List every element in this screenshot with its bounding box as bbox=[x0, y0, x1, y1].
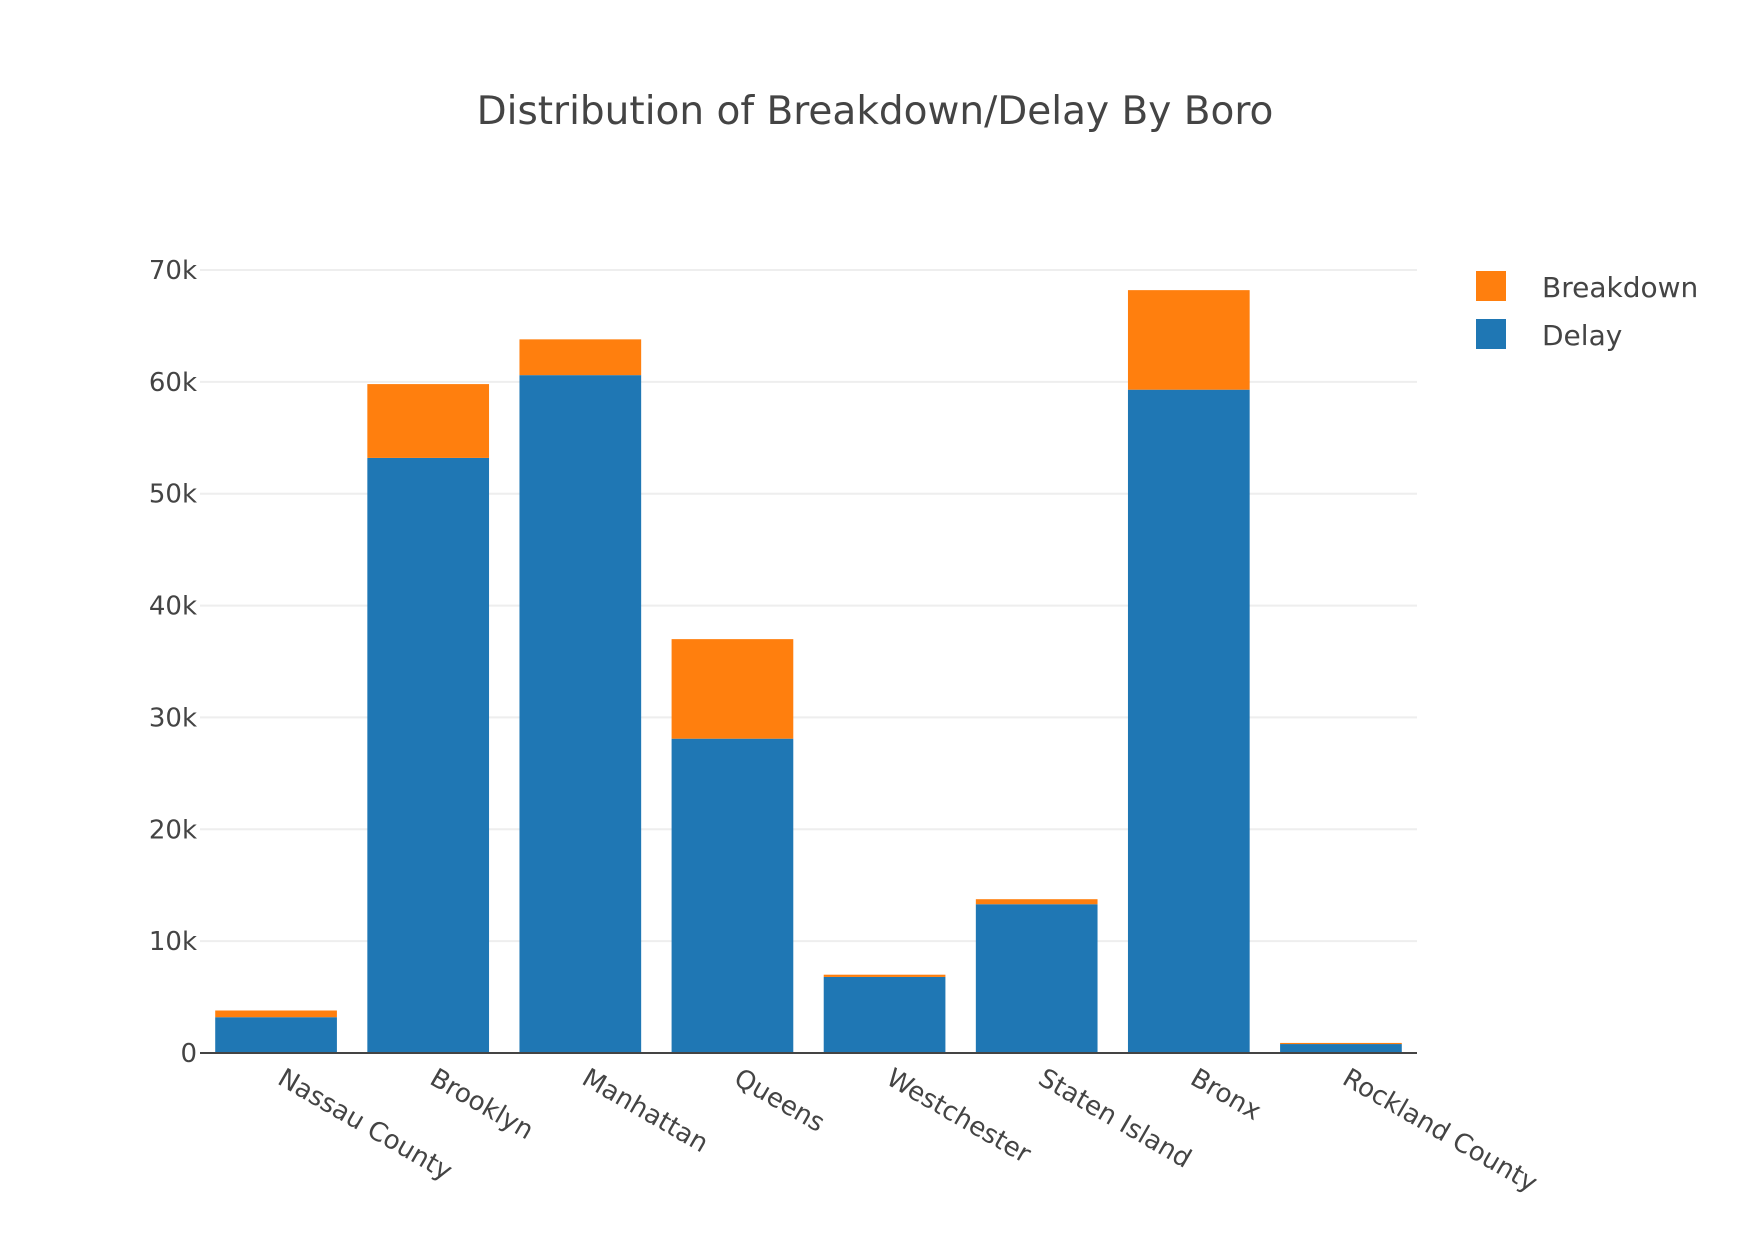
legend-item-breakdown[interactable]: Breakdown bbox=[1476, 271, 1698, 304]
bar-breakdown-5[interactable] bbox=[975, 899, 1098, 905]
x-tick-label: Brooklyn bbox=[425, 1063, 539, 1146]
bar-delay-4[interactable] bbox=[823, 976, 946, 1053]
bar-delay-3[interactable] bbox=[671, 738, 794, 1053]
y-tick-labels: 0 10k 20k 30k 40k 50k 60k 70k bbox=[149, 256, 197, 1069]
legend-swatch bbox=[1476, 271, 1506, 301]
legend[interactable]: Breakdown Delay bbox=[1476, 271, 1698, 352]
x-tick-label: Staten Island bbox=[1033, 1063, 1196, 1174]
chart-title: Distribution of Breakdown/Delay By Boro bbox=[477, 89, 1274, 134]
bar-delay-2[interactable] bbox=[519, 375, 642, 1053]
y-tick-label: 50k bbox=[149, 480, 197, 510]
bars bbox=[215, 290, 1402, 1053]
y-tick-label: 0 bbox=[180, 1039, 197, 1069]
y-tick-label: 40k bbox=[149, 592, 197, 622]
bar-breakdown-0[interactable] bbox=[215, 1010, 337, 1018]
y-tick-label: 10k bbox=[149, 927, 197, 957]
bar-delay-6[interactable] bbox=[1127, 389, 1250, 1053]
x-tick-label: Westchester bbox=[881, 1063, 1036, 1170]
y-tick-label: 30k bbox=[149, 703, 197, 733]
legend-label: Breakdown bbox=[1542, 271, 1698, 304]
x-tick-label: Rockland County bbox=[1337, 1063, 1542, 1199]
x-tick-label: Bronx bbox=[1185, 1063, 1266, 1127]
bar-breakdown-6[interactable] bbox=[1127, 290, 1250, 390]
bar-breakdown-4[interactable] bbox=[823, 974, 946, 977]
bar-breakdown-2[interactable] bbox=[519, 339, 642, 376]
bar-delay-7[interactable] bbox=[1280, 1044, 1402, 1053]
y-tick-label: 70k bbox=[149, 256, 197, 286]
bar-breakdown-7[interactable] bbox=[1280, 1042, 1402, 1045]
bar-breakdown-1[interactable] bbox=[367, 384, 490, 458]
bar-delay-0[interactable] bbox=[215, 1017, 337, 1053]
y-tick-label: 20k bbox=[149, 815, 197, 845]
x-tick-label: Queens bbox=[729, 1063, 830, 1138]
x-tick-label: Manhattan bbox=[577, 1063, 713, 1159]
bar-delay-1[interactable] bbox=[367, 457, 490, 1053]
y-tick-label: 60k bbox=[149, 368, 197, 398]
legend-item-delay[interactable]: Delay bbox=[1476, 319, 1622, 352]
legend-swatch bbox=[1476, 319, 1506, 349]
bar-delay-5[interactable] bbox=[975, 904, 1098, 1053]
bar-breakdown-3[interactable] bbox=[671, 639, 794, 739]
legend-label: Delay bbox=[1542, 319, 1622, 352]
